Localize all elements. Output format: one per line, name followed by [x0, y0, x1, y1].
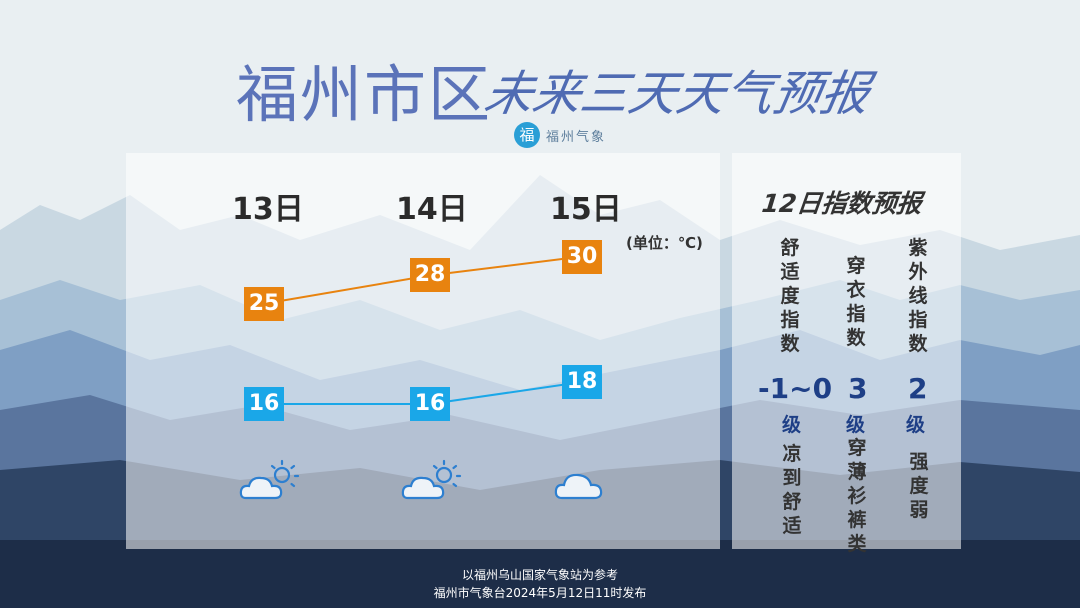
high-temp-line-2 — [429, 255, 583, 277]
index-title: 12日指数预报 — [760, 189, 924, 218]
low-temp-line-2 — [429, 381, 583, 405]
unit-label: (单位：℃) — [626, 234, 703, 252]
high-temp-15: 30 — [562, 239, 602, 274]
index-name-comfort: 舒适度指数 — [780, 237, 800, 355]
index-level-dressing: 3 — [848, 372, 868, 405]
footer-reference: 以福州乌山国家气象站为参考 — [461, 568, 618, 582]
index-desc-comfort: 凉到舒适 — [782, 443, 802, 537]
fuzhou-weather-logo-icon: 福 — [514, 122, 540, 148]
low-temp-14: 16 — [410, 387, 450, 421]
high-temp-line-1 — [263, 274, 431, 305]
brand-label: 福州气象 — [546, 130, 607, 145]
cloudy-icon — [554, 473, 603, 500]
partly-cloudy-icon — [401, 459, 462, 500]
index-unit-uv: 级 — [906, 414, 926, 436]
high-temp-13: 25 — [244, 286, 284, 321]
index-desc-dressing: 穿薄衫裤类 — [847, 437, 867, 555]
low-temp-13: 16 — [244, 387, 284, 421]
day-label-15: 15日 — [550, 192, 622, 227]
index-name-uv: 紫外线指数 — [908, 237, 928, 355]
index-unit-dressing: 级 — [846, 414, 866, 436]
low-temp-15: 18 — [562, 365, 602, 399]
partly-cloudy-icon — [239, 459, 300, 500]
index-level-comfort: -1~0 — [758, 372, 833, 405]
high-temp-14: 28 — [410, 258, 450, 293]
footer-publisher: 福州市气象台2024年5月12日11时发布 — [433, 586, 647, 600]
index-level-uv: 2 — [908, 372, 928, 405]
day-label-13: 13日 — [232, 192, 304, 227]
title-main: 福州市区 — [236, 58, 493, 131]
index-panel — [732, 153, 961, 549]
index-name-dressing: 穿衣指数 — [846, 255, 866, 349]
index-unit-comfort: 级 — [782, 414, 802, 436]
day-label-14: 14日 — [396, 192, 468, 227]
index-desc-uv: 强度弱 — [909, 451, 929, 521]
